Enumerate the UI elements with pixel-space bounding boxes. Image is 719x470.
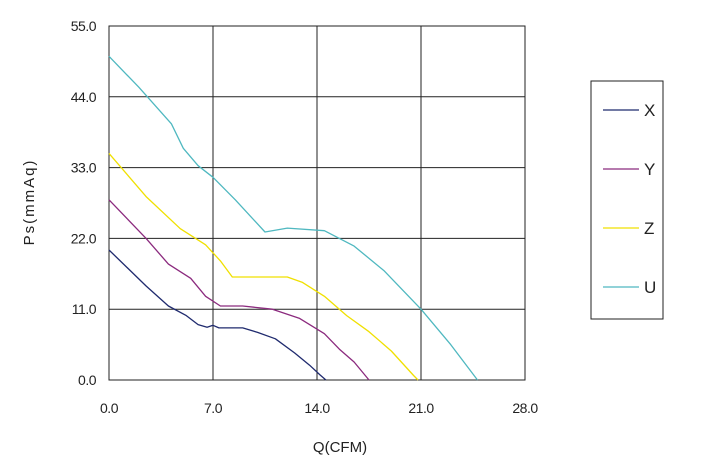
series-line-u xyxy=(108,55,479,381)
y-tick-label: 33.0 xyxy=(71,160,97,176)
x-tick-label: 14.0 xyxy=(304,400,330,416)
series-layer xyxy=(108,55,479,381)
x-tick-label: 0.0 xyxy=(100,400,119,416)
y-tick-label: 0.0 xyxy=(78,372,97,388)
legend-label-z: Z xyxy=(644,219,654,238)
y-tick-labels: 0.0 11.0 22.0 33.0 44.0 55.0 xyxy=(71,18,97,388)
x-tick-label: 21.0 xyxy=(408,400,434,416)
series-line-z xyxy=(108,152,419,381)
y-axis-title: Ps(mmAq) xyxy=(21,159,38,246)
legend-label-x: X xyxy=(644,101,655,120)
legend-label-u: U xyxy=(644,278,656,297)
x-tick-label: 7.0 xyxy=(204,400,223,416)
x-tick-labels: 0.0 7.0 14.0 21.0 28.0 xyxy=(100,400,539,416)
y-tick-label: 44.0 xyxy=(71,89,97,105)
series-line-y xyxy=(108,199,370,381)
y-tick-label: 22.0 xyxy=(71,230,97,246)
legend-label-y: Y xyxy=(644,160,655,179)
y-tick-label: 55.0 xyxy=(71,18,97,34)
legend: X Y Z U xyxy=(590,80,664,320)
grid-lines xyxy=(108,25,526,381)
y-tick-label: 11.0 xyxy=(72,301,97,317)
series-line-x xyxy=(108,249,327,381)
legend-box xyxy=(590,80,664,320)
x-tick-label: 28.0 xyxy=(512,400,538,416)
x-axis-title: Q(CFM) xyxy=(313,439,367,456)
